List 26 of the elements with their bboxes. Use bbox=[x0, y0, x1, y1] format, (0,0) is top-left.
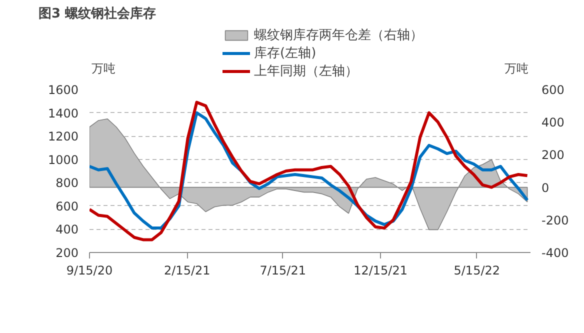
y-tick-label: 400 bbox=[56, 222, 78, 237]
line-series bbox=[90, 100, 529, 242]
y-axis-title: 万吨 bbox=[92, 62, 116, 76]
y2-axis-title: 万吨 bbox=[504, 62, 528, 76]
y2-tick-label: 600 bbox=[542, 83, 564, 97]
x-tick-label: 7/15/21 bbox=[260, 264, 306, 278]
y2-tick-label: 200 bbox=[542, 148, 564, 162]
y-tick-label: 200 bbox=[56, 246, 78, 260]
legend-label: 库存(左轴) bbox=[254, 45, 316, 62]
y2-tick-label: 400 bbox=[542, 116, 564, 130]
y2-tick-label: 0 bbox=[542, 180, 550, 195]
chart-title: 图3 螺纹钢社会库存 bbox=[38, 6, 156, 22]
x-tick-label: 5/15/22 bbox=[454, 264, 500, 278]
y-tick-label: 1000 bbox=[48, 152, 79, 167]
y-tick-label: 800 bbox=[56, 176, 78, 190]
y2-tick-label: -400 bbox=[542, 246, 569, 260]
y-tick-label: 1200 bbox=[48, 130, 79, 144]
y-tick-label: 1600 bbox=[48, 83, 79, 97]
legend-label: 螺纹钢库存两年仓差（右轴） bbox=[254, 27, 423, 44]
x-tick-label: 12/15/21 bbox=[354, 264, 408, 278]
y-tick-label: 1400 bbox=[48, 106, 79, 120]
y-tick-label: 600 bbox=[56, 199, 78, 214]
x-tick-label: 2/15/21 bbox=[164, 264, 210, 278]
y2-tick-label: -200 bbox=[542, 213, 569, 228]
x-tick-label: 9/15/20 bbox=[66, 264, 113, 278]
legend-label: 上年同期（左轴） bbox=[254, 63, 358, 80]
